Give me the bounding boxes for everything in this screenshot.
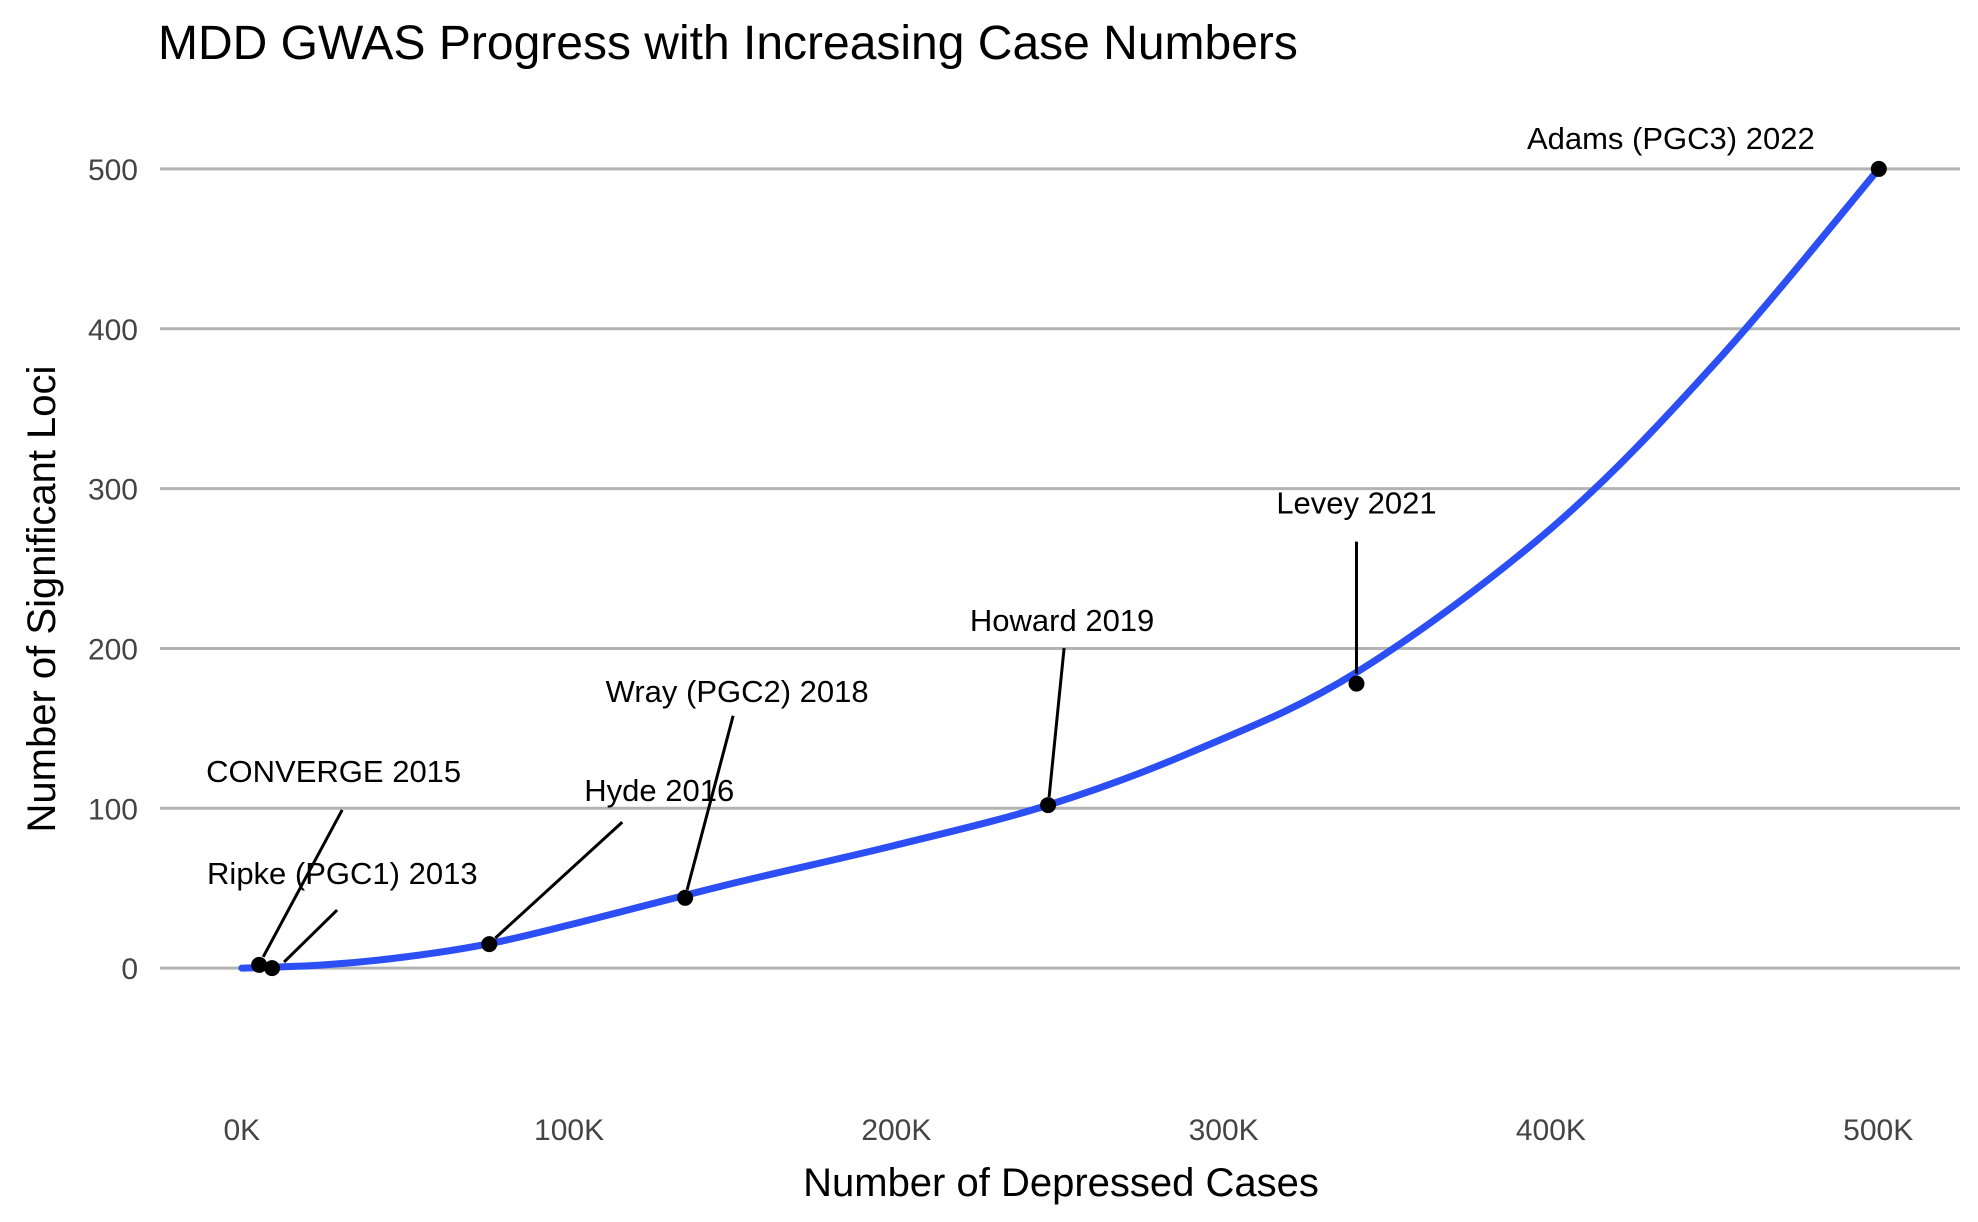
x-axis-ticks: 0K 100K 200K 300K 400K 500K	[223, 1114, 1913, 1147]
grid-lines	[160, 167, 1960, 970]
x-tick-label: 500K	[1843, 1114, 1913, 1147]
label-hyde-2016: Hyde 2016	[584, 773, 734, 808]
x-tick-label: 400K	[1516, 1114, 1586, 1147]
leader-hyde-2016	[494, 821, 624, 940]
leader-howard-2019	[1047, 647, 1066, 798]
x-tick-label: 200K	[861, 1114, 931, 1147]
point-labels: Ripke (PGC1) 2013 CONVERGE 2015 Hyde 2016 W…	[206, 121, 1815, 891]
point-adams-pgc3-2022	[1870, 160, 1887, 177]
y-tick-label: 200	[88, 633, 138, 666]
label-ripke-pgc1-2013: Ripke (PGC1) 2013	[207, 856, 478, 891]
x-tick-label: 300K	[1189, 1114, 1259, 1147]
label-wray-pgc2-2018: Wray (PGC2) 2018	[606, 674, 869, 709]
y-tick-label: 100	[88, 793, 138, 826]
point-hyde-2016	[481, 936, 498, 953]
label-converge-2015: CONVERGE 2015	[206, 754, 461, 789]
y-tick-label: 500	[88, 154, 138, 187]
x-axis-title: Number of Depressed Cases	[803, 1161, 1319, 1205]
point-howard-2019	[1040, 797, 1057, 814]
point-converge-2015	[251, 956, 268, 973]
leader-ripke-pgc1-2013	[283, 909, 339, 964]
label-levey-2021: Levey 2021	[1276, 486, 1436, 521]
x-tick-label: 0K	[223, 1114, 260, 1147]
leader-wray-pgc2-2018	[685, 715, 735, 891]
point-ripke-pgc1-2013	[264, 960, 281, 977]
point-levey-2021	[1348, 675, 1365, 692]
y-tick-label: 300	[88, 474, 138, 507]
y-axis-title: Number of Significant Loci	[20, 366, 64, 833]
y-tick-label: 0	[121, 953, 138, 986]
y-tick-label: 400	[88, 314, 138, 347]
label-howard-2019: Howard 2019	[970, 603, 1154, 638]
label-adams-pgc3-2022: Adams (PGC3) 2022	[1527, 121, 1815, 156]
leader-converge-2015	[261, 809, 344, 958]
chart-title: MDD GWAS Progress with Increasing Case N…	[158, 17, 1298, 70]
point-wray-pgc2-2018	[677, 889, 694, 906]
x-tick-label: 100K	[534, 1114, 604, 1147]
trend-curve	[238, 165, 1883, 972]
data-points	[251, 160, 1887, 977]
y-axis-ticks: 0 100 200 300 400 500	[88, 154, 138, 986]
label-leaders	[261, 541, 1358, 964]
